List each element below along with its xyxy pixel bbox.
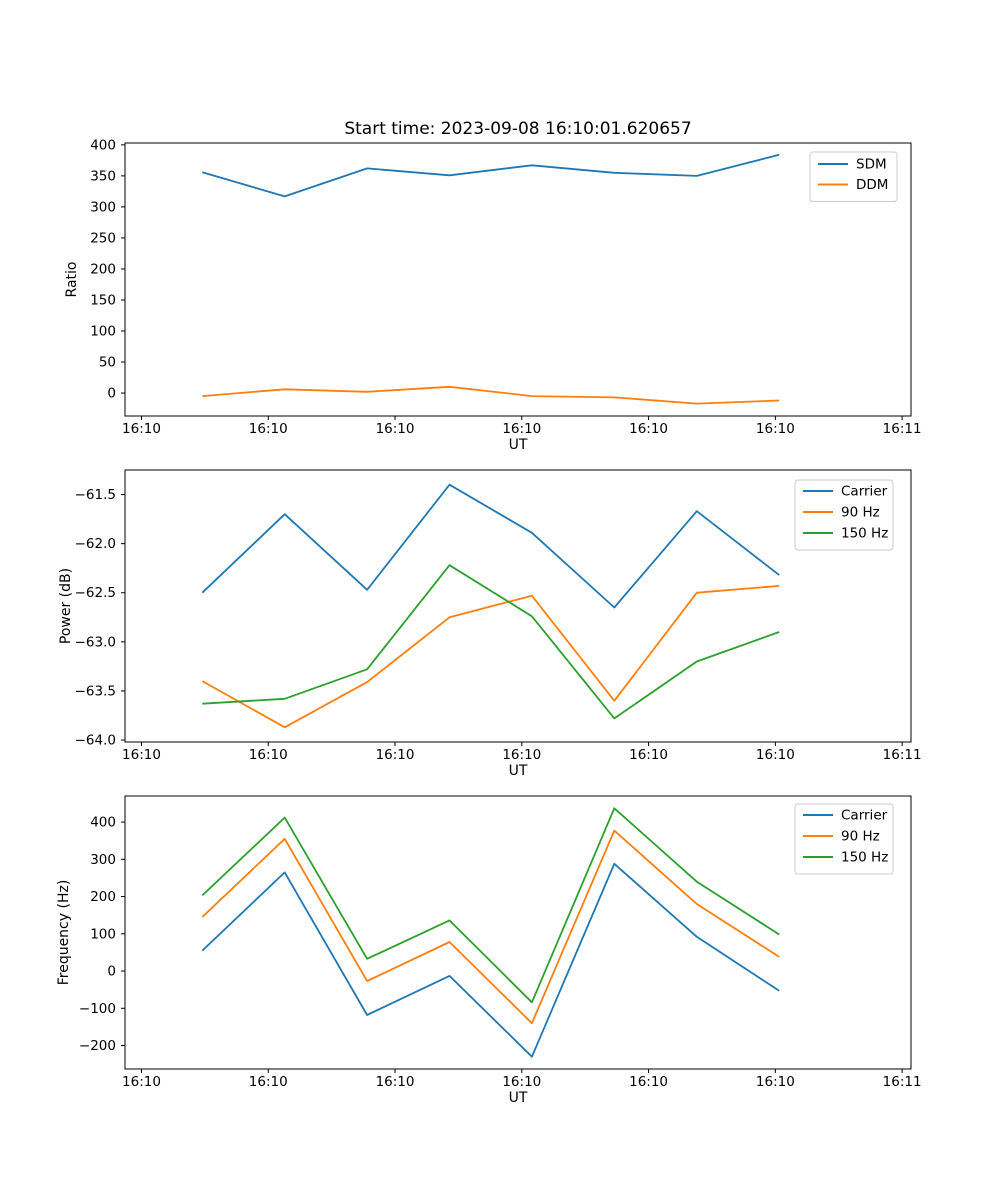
legend-3: Carrier 90 Hz 150 Hz xyxy=(794,803,894,875)
x-tick-label: 16:10 xyxy=(502,1074,541,1090)
series-line-carrier xyxy=(201,862,780,1058)
y-tick-label: 0 xyxy=(107,386,116,402)
y-tick-label: 0 xyxy=(107,964,116,980)
y-tick-label: 300 xyxy=(90,852,116,868)
charts-group: 16:10 16:10 16:10 16:10 16:10 16:10 16:11 0 50 10… xyxy=(75,137,922,1090)
x-tick-label: 16:10 xyxy=(629,1074,668,1090)
series-line-150-hz xyxy=(201,807,780,1004)
series-line-90-hz xyxy=(201,829,780,1025)
x-tick-label: 16:10 xyxy=(122,1074,161,1090)
y-tick-label: 150 xyxy=(90,292,116,308)
legend-label-90-hz: 90 Hz xyxy=(841,505,880,521)
y-tick-label: 350 xyxy=(90,168,116,184)
legend-label-ddm: DDM xyxy=(856,177,888,193)
y-tick-label: 200 xyxy=(90,889,116,905)
x-tick-label: 16:10 xyxy=(249,421,288,437)
y-tick-label: −61.5 xyxy=(75,487,116,503)
legend-2: Carrier 90 Hz 150 Hz xyxy=(794,479,894,551)
y-tick-label: −63.5 xyxy=(75,683,116,699)
x-tick-label: 16:10 xyxy=(629,747,668,763)
figure-title: Start time: 2023-09-08 16:10:01.620657 xyxy=(344,119,691,139)
y-tick-label: 100 xyxy=(90,323,116,339)
x-tick-label: 16:11 xyxy=(883,747,922,763)
y-tick-label: 50 xyxy=(99,355,116,371)
chart-1: 16:10 16:10 16:10 16:10 16:10 16:10 16:11 0 50 10… xyxy=(90,137,921,437)
legend-label-150-hz: 150 Hz xyxy=(841,526,888,542)
series-line-90-hz xyxy=(201,585,780,729)
x-tick-label: 16:10 xyxy=(756,1074,795,1090)
series-line-ddm xyxy=(202,385,780,405)
x-tick-label: 16:10 xyxy=(122,747,161,763)
series-line-sdm xyxy=(202,153,780,198)
x-tick-label: 16:10 xyxy=(502,747,541,763)
legend-label-150-hz: 150 Hz xyxy=(841,850,888,866)
y-tick-label: −100 xyxy=(79,1001,116,1017)
x-tick-label: 16:10 xyxy=(376,747,415,763)
xlabel-ratio: UT xyxy=(509,437,528,453)
y-tick-label: 100 xyxy=(90,926,116,942)
legend-1: SDM DDM xyxy=(809,151,898,202)
xlabel-frequency: UT xyxy=(509,1090,528,1106)
ylabel-ratio: Ratio xyxy=(64,262,80,298)
x-tick-label: 16:10 xyxy=(122,421,161,437)
legend-label-90-hz: 90 Hz xyxy=(841,829,880,845)
ylabel-power: Power (dB) xyxy=(58,568,74,644)
x-tick-label: 16:11 xyxy=(883,1074,922,1090)
y-tick-label: −62.5 xyxy=(75,585,116,601)
x-tick-label: 16:10 xyxy=(249,1074,288,1090)
ylabel-frequency: Frequency (Hz) xyxy=(56,880,72,986)
x-tick-label: 16:10 xyxy=(376,421,415,437)
y-tick-label: −64.0 xyxy=(75,733,116,749)
y-tick-label: 250 xyxy=(90,230,116,246)
x-tick-label: 16:10 xyxy=(756,421,795,437)
series-line-150-hz xyxy=(202,564,780,720)
x-tick-label: 16:10 xyxy=(376,1074,415,1090)
xlabel-power: UT xyxy=(509,763,528,779)
legend-label-carrier: Carrier xyxy=(841,808,888,824)
x-tick-label: 16:10 xyxy=(502,421,541,437)
y-tick-label: −63.0 xyxy=(75,634,116,650)
y-tick-label: 300 xyxy=(90,199,116,215)
y-tick-label: 400 xyxy=(90,137,116,153)
y-tick-label: 200 xyxy=(90,261,116,277)
plot-area-2 xyxy=(124,469,912,743)
chart-3: 16:10 16:10 16:10 16:10 16:10 16:10 16:11 −200 −… xyxy=(79,795,922,1090)
y-tick-label: −62.0 xyxy=(75,536,116,552)
legend-label-carrier: Carrier xyxy=(841,484,888,500)
plot-area-1 xyxy=(124,142,912,417)
legend-label-sdm: SDM xyxy=(856,157,887,173)
x-tick-label: 16:10 xyxy=(629,421,668,437)
x-tick-label: 16:10 xyxy=(756,747,795,763)
plot-area-3 xyxy=(124,795,912,1070)
x-tick-label: 16:10 xyxy=(249,747,288,763)
chart-2: 16:10 16:10 16:10 16:10 16:10 16:10 16:11 −64.0… xyxy=(75,469,922,763)
x-tick-label: 16:11 xyxy=(883,421,922,437)
y-tick-label: −200 xyxy=(79,1038,116,1054)
y-tick-label: 400 xyxy=(90,815,116,831)
series-line-carrier xyxy=(201,483,780,609)
